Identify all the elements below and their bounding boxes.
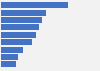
Bar xyxy=(1,17,42,23)
Bar xyxy=(1,54,18,60)
Bar xyxy=(1,47,23,53)
Bar xyxy=(1,2,68,8)
Bar xyxy=(1,24,39,30)
Bar xyxy=(1,10,46,16)
Bar xyxy=(1,39,32,45)
Bar xyxy=(1,61,16,68)
Bar xyxy=(1,32,36,38)
